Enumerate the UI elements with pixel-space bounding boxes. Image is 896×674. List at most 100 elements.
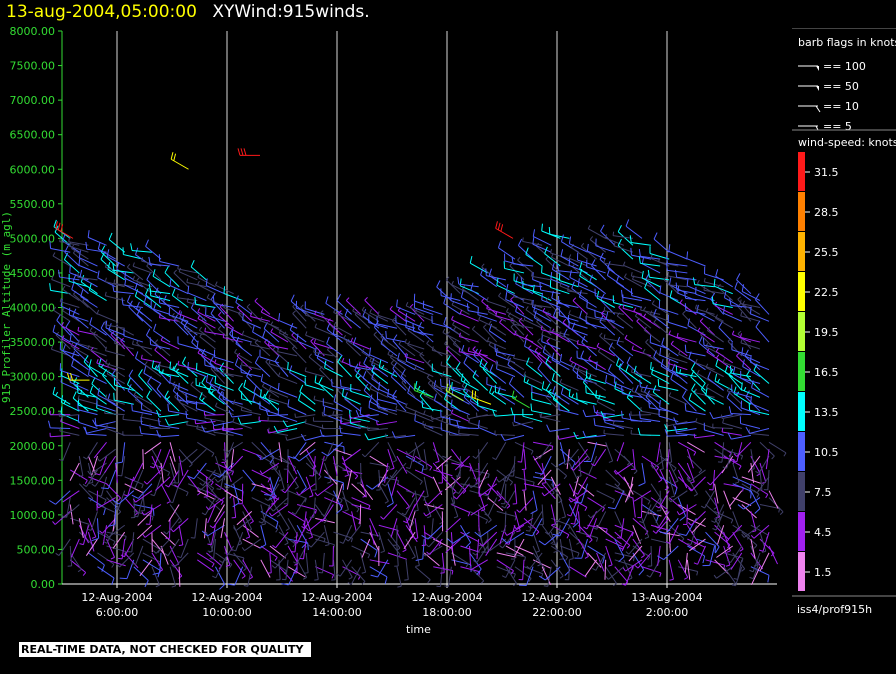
barb-half-tick: [249, 340, 252, 345]
wind-barb: [622, 304, 643, 315]
barb-half-tick: [105, 394, 108, 399]
wind-barb: [687, 441, 705, 453]
barb-staff: [127, 390, 144, 405]
wind-barb: [440, 378, 461, 391]
wind-barb: [205, 307, 225, 322]
barb-staff: [668, 356, 688, 364]
wind-barb: [656, 442, 661, 463]
barb-half-tick: [172, 366, 175, 371]
wind-barb: [313, 348, 334, 357]
barb-half-tick: [275, 466, 279, 471]
barb-staff: [588, 379, 606, 391]
wind-barb: [605, 538, 625, 552]
barb-staff: [380, 343, 398, 357]
barb-staff: [616, 462, 634, 475]
barb-half-tick: [304, 311, 308, 316]
barb-tick: [212, 473, 220, 478]
barb-staff: [52, 255, 71, 267]
wind-barb: [87, 511, 98, 531]
wind-barb: [314, 323, 334, 336]
barb-tick: [533, 310, 537, 318]
barb-staff: [207, 524, 225, 537]
wind-barb: [568, 236, 588, 253]
barb-staff: [72, 397, 89, 412]
barb-staff: [648, 497, 661, 515]
barb-tick: [582, 409, 587, 417]
barb-staff: [523, 374, 543, 384]
wind-barb: [287, 469, 299, 490]
barb-staff: [339, 559, 352, 577]
barb-tick: [665, 263, 669, 271]
wind-barb: [503, 261, 525, 274]
barb-half-tick: [62, 285, 66, 290]
wind-barb: [163, 518, 180, 535]
barb-staff: [64, 251, 80, 267]
barb-staff: [550, 504, 556, 525]
barb-staff: [79, 276, 98, 288]
title-date: 13-aug-2004,05:00:00: [6, 2, 197, 22]
barb-half-tick: [361, 453, 366, 458]
barb-half-tick: [77, 326, 80, 332]
barb-staff: [152, 275, 171, 288]
barb-staff: [260, 510, 279, 523]
barb-tick: [589, 274, 593, 282]
barb-staff: [478, 504, 492, 521]
wind-barb: [652, 385, 670, 405]
wind-barb: [666, 449, 670, 470]
barb-staff: [487, 340, 507, 350]
barb-staff: [160, 339, 180, 350]
wind-barb: [463, 390, 479, 412]
barb-half-tick: [223, 449, 227, 454]
wind-barb: [154, 339, 171, 357]
wind-barb: [323, 462, 332, 484]
barb-tick: [252, 324, 255, 333]
barb-half-tick: [622, 261, 626, 266]
barb-staff: [651, 303, 670, 315]
barb-half-tick: [647, 556, 651, 561]
wind-barb: [76, 385, 98, 398]
barb-half-tick: [541, 482, 546, 484]
wind-barb: [369, 531, 379, 551]
barb-tick: [591, 259, 596, 266]
wind-barb: [686, 469, 706, 483]
barb-staff: [631, 254, 652, 260]
barb-staff: [577, 343, 597, 350]
wind-barb: [142, 524, 162, 538]
barb-tick: [273, 425, 278, 433]
barb-staff: [514, 421, 534, 429]
barb-tick: [614, 381, 617, 389]
barb-staff: [396, 455, 408, 474]
wind-barb: [361, 348, 380, 364]
wind-barb: [152, 269, 171, 288]
barb-staff: [670, 490, 688, 503]
barb-half-tick: [624, 334, 628, 339]
barb-staff: [545, 362, 561, 377]
wind-barb: [549, 326, 570, 336]
wind-barb: [522, 408, 543, 423]
barb-staff: [546, 340, 561, 357]
wind-barb: [617, 224, 634, 246]
wind-barb: [512, 292, 534, 302]
barb-tick: [659, 400, 661, 408]
barb-staff: [270, 476, 280, 496]
wind-barb: [612, 295, 634, 308]
barb-tick: [469, 255, 473, 264]
barb-half-tick: [562, 318, 567, 323]
wind-barb: [260, 389, 280, 405]
wind-barb: [673, 425, 697, 433]
barb-staff: [206, 490, 224, 502]
barb-half-tick: [445, 345, 450, 350]
barb-staff: [436, 286, 452, 301]
barb-half-tick: [646, 574, 651, 578]
barb-half-tick: [105, 263, 108, 268]
barb-half-tick: [177, 555, 182, 559]
barb-half-tick: [570, 243, 575, 248]
barb-half-tick: [149, 466, 155, 469]
wind-barb: [300, 433, 325, 441]
barb-half-tick: [291, 345, 296, 349]
barb-staff: [159, 424, 180, 429]
barb-staff: [196, 369, 216, 378]
wind-barb: [566, 497, 579, 517]
barb-staff: [697, 545, 706, 565]
barb-half-tick: [215, 281, 218, 286]
